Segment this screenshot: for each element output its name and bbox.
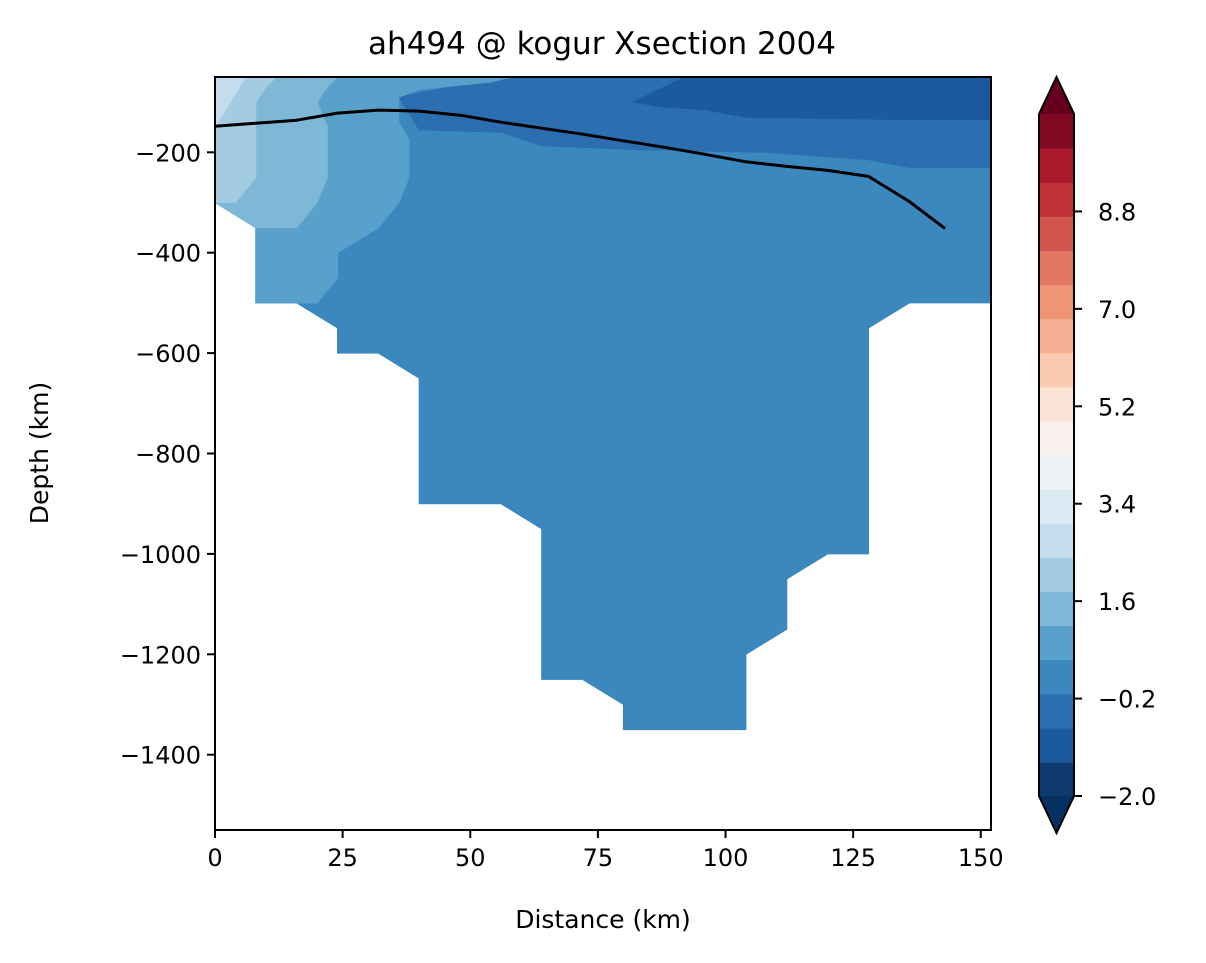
colorbar-tick-label: 7.0 <box>1098 296 1136 324</box>
colorbar-band <box>1039 114 1074 149</box>
y-axis-label: Depth (km) <box>25 382 54 524</box>
colorbar-band <box>1039 489 1074 524</box>
colorbar-tick-label: −2.0 <box>1098 783 1156 811</box>
colorbar-extend-max <box>1039 77 1074 114</box>
y-tick-label: −800 <box>135 441 201 469</box>
colorbar-tick-label: 8.8 <box>1098 198 1136 226</box>
colorbar-band <box>1039 523 1074 558</box>
plot-contour-fills <box>214 76 992 731</box>
series-line-0 <box>214 108 947 230</box>
colorbar-extend-min <box>1039 796 1074 833</box>
x-axis: 0 25 50 75 100 125 150 <box>207 830 1004 872</box>
y-tick-label: −600 <box>135 340 201 368</box>
y-tick-label: −400 <box>135 240 201 268</box>
y-tick-label: −1000 <box>120 541 201 569</box>
x-tick-label: 75 <box>583 844 614 872</box>
colorbar-band <box>1039 591 1074 627</box>
x-tick-label: 150 <box>958 844 1004 872</box>
colorbar-band <box>1039 182 1074 217</box>
colorbar-band <box>1039 659 1074 695</box>
x-tick-label: 0 <box>207 844 222 872</box>
colorbar-band <box>1039 216 1074 251</box>
colorbar-band <box>1039 148 1074 183</box>
colorbar-tick-label: 1.6 <box>1098 588 1136 616</box>
x-tick-label: 50 <box>455 844 486 872</box>
colorbar-band <box>1039 250 1074 286</box>
x-tick-label: 125 <box>830 844 876 872</box>
y-tick-label: −1400 <box>120 742 201 770</box>
contour-region-5 <box>214 76 278 203</box>
chart-title: ah494 @ kogur Xsection 2004 <box>368 26 836 62</box>
colorbar-band <box>1039 727 1074 763</box>
x-tick-label: 25 <box>327 844 358 872</box>
plot-series-lines <box>214 108 947 230</box>
colorbar-band <box>1039 420 1074 456</box>
colorbar-band <box>1039 352 1074 388</box>
colorbar-band <box>1039 557 1074 592</box>
colorbar-band <box>1039 284 1074 320</box>
x-tick-label: 100 <box>703 844 749 872</box>
colorbar-tick-label: 5.2 <box>1098 393 1136 421</box>
y-tick-label: −1200 <box>120 641 201 669</box>
colorbar-band <box>1039 761 1074 797</box>
y-axis: −200 −400 −600 −800 −1000 −1200 −1400 <box>120 139 215 770</box>
colorbar-tick-label: 3.4 <box>1098 491 1136 519</box>
colorbar-tick-label: −0.2 <box>1098 686 1156 714</box>
colorbar-band <box>1039 386 1074 422</box>
x-axis-label: Distance (km) <box>515 905 691 934</box>
colorbar-band <box>1039 693 1074 729</box>
colorbar-band <box>1039 455 1074 490</box>
contour-region-0 <box>214 76 992 731</box>
colorbar: −2.0 −0.2 1.6 3.4 5.2 7.0 8.8 <box>1038 74 1156 836</box>
colorbar-band <box>1039 625 1074 661</box>
y-tick-label: −200 <box>135 139 201 167</box>
colorbar-band <box>1039 318 1074 354</box>
